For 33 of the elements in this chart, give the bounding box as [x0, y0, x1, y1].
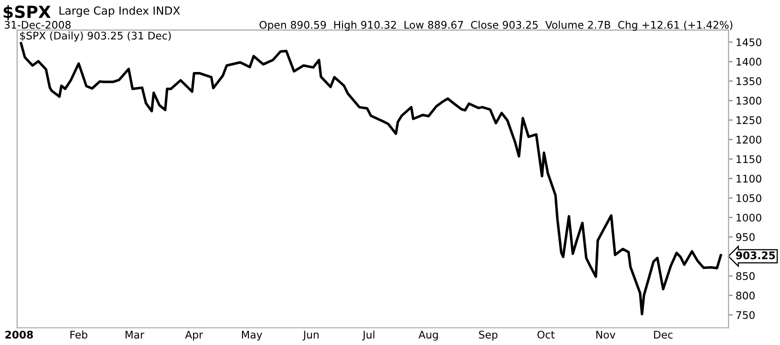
x-tick-label: Dec [654, 330, 673, 339]
x-tick-label: Oct [537, 330, 555, 339]
y-tick-label: 1450 [736, 38, 762, 46]
annotation: Open 890.59 High 910.32 Low 889.67 Close 903.25 Volume 2.7B Chg +12.61 (+1.42%) [260, 20, 732, 31]
y-tick-label: 1100 [736, 174, 762, 183]
x-tick-label: Aug [418, 330, 438, 341]
x-tick-label: Nov [596, 330, 616, 339]
x-tick-label: Mar [126, 330, 144, 339]
y-tick-label: 1200 [736, 136, 762, 144]
y-tick-label: 903.25 [736, 251, 775, 260]
y-tick-label: 800 [736, 292, 755, 300]
y-tick-label: 950 [736, 233, 755, 242]
x-tick-label: Sep [479, 330, 498, 341]
y-tick-label: 1150 [736, 155, 762, 164]
x-tick-label: Jul [362, 330, 374, 341]
y-tick-label: 750 [736, 311, 755, 319]
y-tick-label: 1350 [736, 77, 762, 86]
y-tick-label: 850 [736, 272, 755, 280]
annotation: $SPX (Daily) 903.25 (31 Dec) [20, 32, 171, 42]
x-tick-label: May [242, 330, 262, 341]
line-series [20, 42, 722, 316]
y-tick-label: 1000 [736, 214, 762, 222]
x-tick-label: 2008 [5, 330, 33, 339]
chart-title: $SPX [4, 5, 51, 20]
y-tick-label: 1300 [736, 96, 762, 105]
x-tick-label: Jun [302, 330, 319, 341]
x-tick-label: Apr [185, 330, 204, 341]
y-tick-label: 1250 [736, 116, 762, 124]
chart-subtitle: Large Cap Index INDX [60, 6, 180, 17]
x-tick-label: Feb [70, 330, 88, 339]
y-tick-label: 1050 [736, 194, 762, 202]
text: 31-Dec-2008 [4, 20, 71, 29]
y-tick-label: 1400 [736, 58, 762, 66]
